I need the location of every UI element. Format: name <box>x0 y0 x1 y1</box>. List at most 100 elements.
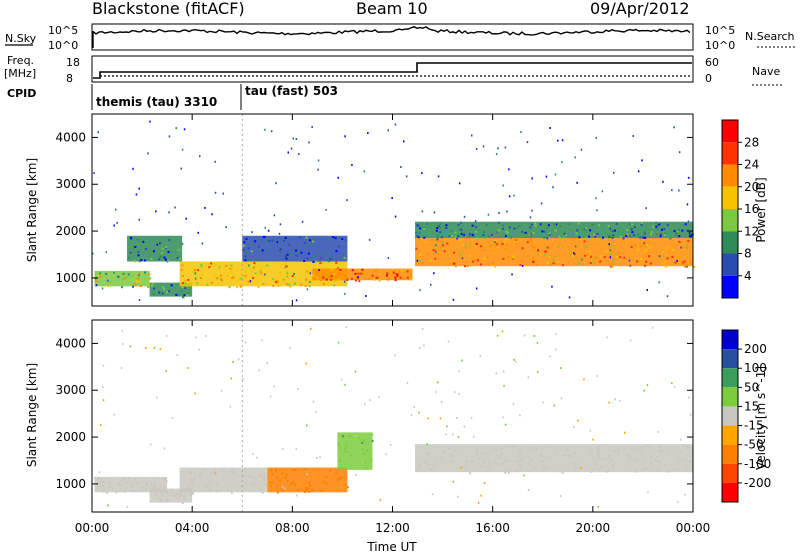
scatter-cell <box>134 284 137 287</box>
scatter-cell <box>629 339 632 342</box>
scatter-cell <box>330 268 333 271</box>
scatter-cell <box>127 256 130 259</box>
x-tick-label: 04:00 <box>175 521 210 535</box>
scatter-cell <box>351 277 353 280</box>
scatter-cell <box>434 468 437 471</box>
scatter-cell <box>687 220 690 223</box>
scatter-cell <box>686 454 689 457</box>
scatter-cell <box>597 468 600 471</box>
scatter-cell <box>394 123 397 126</box>
scatter-cell <box>406 270 409 273</box>
beam-title: Beam 10 <box>356 0 428 18</box>
scatter-cell <box>156 396 158 399</box>
scatter-cell <box>657 430 660 433</box>
scatter-cell <box>563 232 566 235</box>
scatter-cell <box>340 378 343 381</box>
scatter-cell <box>583 378 585 381</box>
scatter-cell <box>678 151 681 154</box>
scatter-cell <box>387 129 389 132</box>
scatter-cell <box>307 242 310 245</box>
y-tick-label: 4000 <box>55 130 86 144</box>
scatter-cell <box>170 492 173 495</box>
scatter-cell <box>256 456 258 459</box>
scatter-cell <box>448 447 450 450</box>
scatter-cell <box>305 263 308 266</box>
x-tick-label: 00:00 <box>75 521 110 535</box>
scatter-cell <box>498 229 501 232</box>
scatter-cell <box>240 486 242 489</box>
scatter-cell <box>686 445 689 448</box>
scatter-cell <box>532 257 535 260</box>
scatter-cell <box>433 211 436 214</box>
scatter-cell <box>488 235 491 238</box>
scatter-cell <box>626 453 629 456</box>
scatter-cell <box>112 487 115 490</box>
scatter-cell <box>687 176 690 179</box>
scatter-cell <box>543 236 546 239</box>
scatter-cell <box>453 449 456 452</box>
scatter-cell <box>658 461 661 464</box>
scatter-cell <box>612 234 615 237</box>
scatter-cell <box>290 482 293 485</box>
scatter-cell <box>568 223 571 226</box>
scatter-cell <box>594 235 597 238</box>
scatter-cell <box>485 452 488 455</box>
scatter-cell <box>632 135 634 137</box>
freq-tick-low: 8 <box>66 72 73 85</box>
scatter-cell <box>651 469 654 472</box>
scatter-cell <box>152 490 154 493</box>
scatter-cell <box>535 263 538 266</box>
scatter-cell <box>317 159 320 162</box>
scatter-cell <box>364 461 367 464</box>
scatter-cell <box>134 281 137 284</box>
scatter-cell <box>596 375 598 377</box>
scatter-cell <box>655 221 657 224</box>
scatter-cell <box>571 254 574 257</box>
scatter-cell <box>532 232 535 234</box>
scatter-cell <box>426 460 428 463</box>
nsky-series <box>92 25 691 48</box>
scatter-cell <box>293 282 296 285</box>
scatter-cell <box>664 265 667 268</box>
scatter-cell <box>278 241 281 244</box>
scatter-cell <box>468 235 471 238</box>
scatter-cell <box>458 392 460 395</box>
scatter-cell <box>186 292 189 295</box>
scatter-cell <box>671 382 673 385</box>
scatter-cell <box>494 265 497 268</box>
scatter-cell <box>189 470 192 473</box>
scatter-cell <box>392 271 395 274</box>
scatter-cell <box>397 271 400 274</box>
scatter-cell <box>578 236 581 239</box>
scatter-cell <box>687 459 690 462</box>
scatter-cell <box>435 244 437 247</box>
scatter-cell <box>688 234 691 237</box>
scatter-cell <box>508 469 511 472</box>
scatter-cell <box>285 262 288 265</box>
scatter-cell <box>539 223 542 226</box>
scatter-cell <box>244 274 247 277</box>
scatter-cell <box>317 168 319 171</box>
scatter-cell <box>495 448 498 451</box>
scatter-cell <box>163 288 166 291</box>
scatter-cell <box>646 289 648 291</box>
scatter-cell <box>573 452 576 455</box>
scatter-cell <box>286 275 289 278</box>
scatter-cell <box>154 484 157 487</box>
scatter-cell <box>512 403 515 406</box>
scatter-cell <box>161 292 164 295</box>
scatter-cell <box>450 229 453 232</box>
colorbar-tick-label: 200 <box>744 342 767 356</box>
scatter-cell <box>187 489 190 492</box>
scatter-cell <box>187 279 190 281</box>
scatter-cell <box>553 259 556 262</box>
scatter-cell <box>648 255 651 258</box>
scatter-cell <box>389 444 392 446</box>
scatter-cell <box>527 376 530 379</box>
scatter-cell <box>546 237 549 240</box>
scatter-cell <box>300 251 303 254</box>
scatter-cell <box>436 234 439 237</box>
scatter-cell <box>159 242 162 245</box>
scatter-cell <box>589 255 592 258</box>
scatter-cell <box>476 237 479 240</box>
